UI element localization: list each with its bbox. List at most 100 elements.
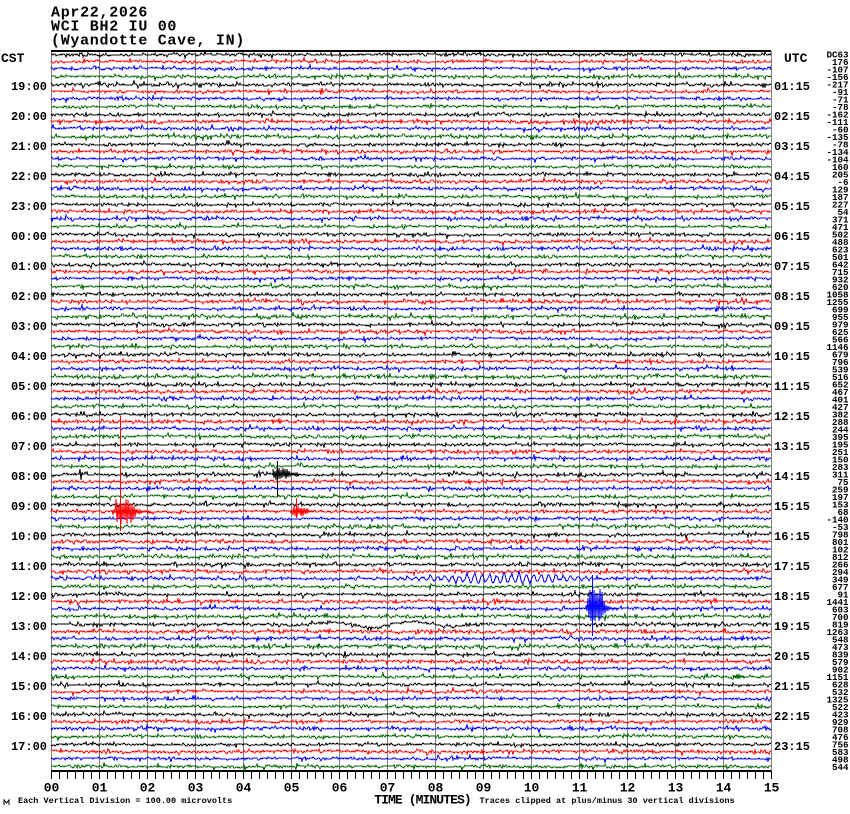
svg-text:812: 812 [832,552,849,563]
svg-text:-104: -104 [826,155,849,166]
svg-text:20:00: 20:00 [11,110,47,124]
svg-text:07:00: 07:00 [11,440,47,454]
svg-text:516: 516 [832,372,849,383]
svg-text:-53: -53 [832,522,849,533]
svg-text:03:15: 03:15 [774,140,810,154]
svg-text:11:00: 11:00 [11,560,47,574]
svg-text:08:15: 08:15 [774,290,810,304]
svg-text:16:15: 16:15 [774,530,810,544]
svg-text:UTC: UTC [784,51,808,66]
svg-text:467: 467 [832,387,849,398]
svg-text:708: 708 [832,725,849,736]
svg-text:288: 288 [832,417,849,428]
svg-text:-135: -135 [826,132,849,143]
svg-text:371: 371 [832,215,849,226]
svg-text:03:00: 03:00 [11,320,47,334]
svg-text:-140: -140 [826,515,848,526]
svg-text:801: 801 [832,537,849,548]
svg-text:19:00: 19:00 [11,80,47,94]
svg-text:1146: 1146 [826,342,848,353]
svg-text:20:15: 20:15 [774,650,810,664]
svg-text:68: 68 [837,507,849,518]
svg-text:423: 423 [832,710,849,721]
svg-text:349: 349 [832,575,849,586]
svg-text:06:15: 06:15 [774,230,810,244]
svg-text:195: 195 [832,440,849,451]
svg-text:07:15: 07:15 [774,260,810,274]
svg-text:1255: 1255 [826,297,849,308]
svg-text:-111: -111 [826,117,849,128]
svg-text:10: 10 [524,781,540,796]
svg-text:04: 04 [236,781,252,796]
svg-text:01: 01 [92,781,108,796]
svg-text:12:15: 12:15 [774,410,810,424]
svg-text:01:15: 01:15 [774,80,810,94]
svg-text:Apr22,2026: Apr22,2026 [51,5,148,22]
svg-text:539: 539 [832,365,849,376]
svg-text:05: 05 [284,781,300,796]
svg-text:715: 715 [832,267,849,278]
svg-text:07: 07 [380,781,396,796]
svg-text:1325: 1325 [826,695,849,706]
svg-text:205: 205 [832,170,849,181]
svg-text:06: 06 [332,781,348,796]
svg-text:-71: -71 [832,95,849,106]
svg-text:CST: CST [1,51,25,66]
svg-text:476: 476 [832,732,849,743]
svg-text:929: 929 [832,717,849,728]
svg-text:652: 652 [832,380,849,391]
svg-text:00:00: 00:00 [11,230,47,244]
svg-text:15: 15 [764,781,780,796]
svg-text:197: 197 [832,492,849,503]
svg-text:15:15: 15:15 [774,500,810,514]
svg-text:17:15: 17:15 [774,560,810,574]
svg-text:(Wyandotte Cave, IN): (Wyandotte Cave, IN) [51,33,245,50]
svg-text:395: 395 [832,432,849,443]
svg-text:TIME (MINUTES): TIME (MINUTES) [374,793,471,808]
svg-text:00: 00 [44,781,60,796]
svg-text:798: 798 [832,530,849,541]
svg-text:160: 160 [832,162,849,173]
svg-text:10:15: 10:15 [774,350,810,364]
svg-text:06:00: 06:00 [11,410,47,424]
svg-text:548: 548 [832,635,849,646]
svg-text:-156: -156 [826,72,848,83]
svg-text:13:15: 13:15 [774,440,810,454]
svg-text:473: 473 [832,642,849,653]
svg-text:DC63: DC63 [826,50,849,61]
svg-text:11: 11 [572,781,588,796]
svg-text:532: 532 [832,687,849,698]
svg-text:979: 979 [832,320,849,331]
svg-text:1151: 1151 [826,672,849,683]
svg-text:427: 427 [832,402,849,413]
svg-text:-78: -78 [832,102,849,113]
svg-text:756: 756 [832,740,849,751]
svg-text:566: 566 [832,335,849,346]
svg-text:642: 642 [832,260,849,271]
svg-text:08:00: 08:00 [11,470,47,484]
svg-text:699: 699 [832,305,849,316]
svg-text:02:00: 02:00 [11,290,47,304]
svg-text:21:00: 21:00 [11,140,47,154]
svg-text:05:15: 05:15 [774,200,810,214]
svg-text:15:00: 15:00 [11,680,47,694]
svg-text:187: 187 [832,192,849,203]
svg-text:05:00: 05:00 [11,380,47,394]
svg-text:09:00: 09:00 [11,500,47,514]
svg-text:16:00: 16:00 [11,710,47,724]
svg-text:11:15: 11:15 [774,380,810,394]
svg-text:129: 129 [832,185,849,196]
svg-text:WCI BH2 IU 00: WCI BH2 IU 00 [51,19,177,36]
svg-text:522: 522 [832,702,849,713]
svg-text:502: 502 [832,230,849,241]
svg-text:932: 932 [832,275,849,286]
svg-text:579: 579 [832,657,849,668]
svg-text:625: 625 [832,327,849,338]
svg-text:1263: 1263 [826,627,849,638]
svg-text:18:15: 18:15 [774,590,810,604]
svg-text:501: 501 [832,252,849,263]
svg-text:21:15: 21:15 [774,680,810,694]
svg-text:603: 603 [832,605,849,616]
svg-text:10:00: 10:00 [11,530,47,544]
svg-text:294: 294 [832,567,849,578]
